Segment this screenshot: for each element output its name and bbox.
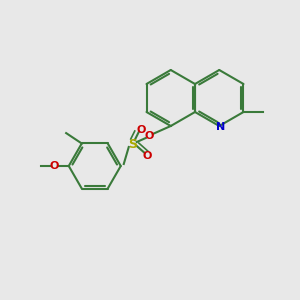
Text: O: O <box>142 151 152 161</box>
Text: N: N <box>216 122 225 132</box>
Text: O: O <box>144 131 153 141</box>
Text: O: O <box>49 161 58 171</box>
Text: S: S <box>128 137 137 151</box>
Text: O: O <box>136 125 146 135</box>
